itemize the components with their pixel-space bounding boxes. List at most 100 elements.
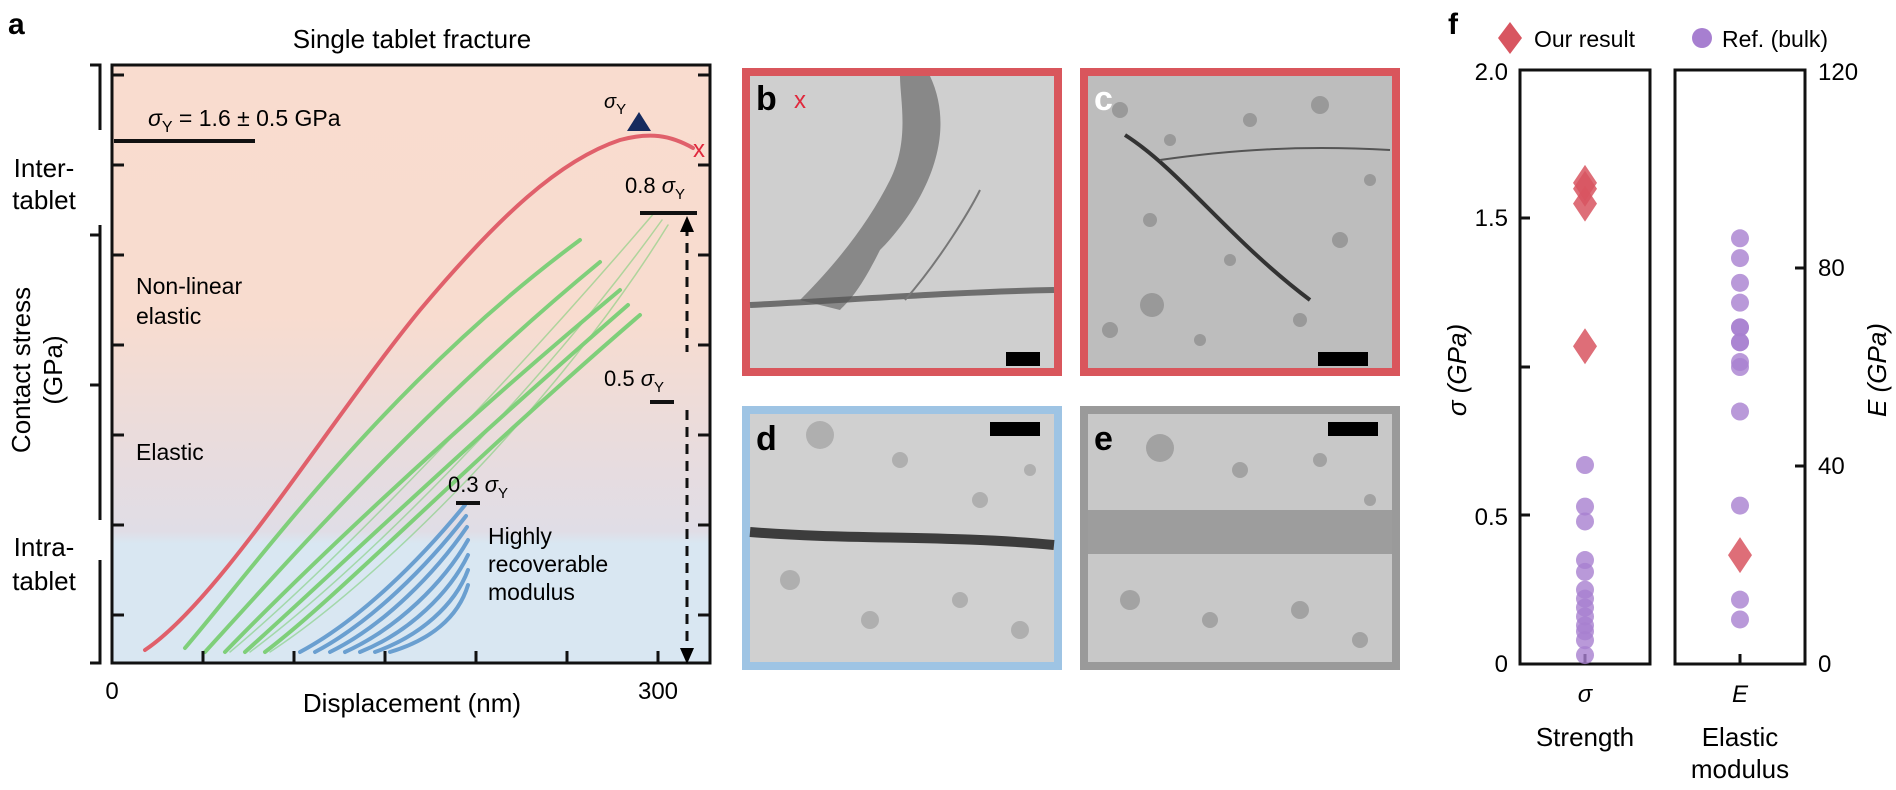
reference-point bbox=[1731, 333, 1749, 352]
strength-xtick: σ bbox=[1578, 681, 1594, 708]
panel-a-frame bbox=[110, 63, 712, 665]
reference-point bbox=[1731, 590, 1749, 609]
green-unload-2 bbox=[249, 219, 663, 653]
green-cycle-5 bbox=[263, 313, 642, 654]
region-nonlinear-1: Non-linear bbox=[136, 273, 242, 299]
panel-f-letter: f bbox=[1448, 8, 1459, 41]
blue-cycle-4 bbox=[343, 538, 470, 654]
x-axis-label: Displacement (nm) bbox=[303, 688, 521, 718]
panel-c-crack-2 bbox=[1159, 147, 1391, 161]
legend-diamond-icon bbox=[1498, 22, 1522, 54]
reference-point bbox=[1576, 497, 1594, 516]
panel-e-texture bbox=[1120, 434, 1376, 648]
panel-c-image bbox=[1088, 76, 1392, 368]
region-elastic: Elastic bbox=[136, 439, 204, 465]
panel-b-crack-2 bbox=[904, 189, 981, 301]
green-cycles bbox=[183, 211, 669, 654]
blue-cycle-3 bbox=[328, 525, 469, 654]
panel-a: a Single tablet fracture bbox=[6, 8, 712, 718]
green-unload-3 bbox=[269, 224, 669, 653]
reference-point bbox=[1731, 273, 1749, 292]
reference-point bbox=[1576, 631, 1594, 650]
our-result-point bbox=[1573, 328, 1597, 365]
panel-b-defect bbox=[800, 76, 941, 310]
blue-cycle-2 bbox=[313, 514, 468, 654]
panel-e-scalebar bbox=[1328, 422, 1378, 436]
x-tick-0: 0 bbox=[105, 678, 118, 705]
panel-d-scalebar bbox=[990, 422, 1040, 436]
reference-point bbox=[1731, 358, 1749, 376]
level-05-label: 0.5 σY bbox=[604, 366, 664, 396]
sigma-y-marker-label: σY bbox=[604, 91, 626, 118]
panel-c-texture bbox=[1102, 96, 1376, 346]
blue-cycle-7 bbox=[388, 583, 470, 654]
scatter-marks bbox=[1573, 164, 1752, 665]
legend-reference: Ref. (bulk) bbox=[1722, 26, 1828, 52]
tem-panels: b x c d bbox=[742, 68, 1400, 670]
inter-label-2: tablet bbox=[12, 185, 76, 215]
left-tick-0: 0 bbox=[1495, 651, 1508, 678]
intra-label-2: tablet bbox=[12, 566, 76, 596]
x-tick-300: 300 bbox=[638, 678, 678, 705]
y-axis-label-1: Contact stress bbox=[6, 287, 36, 453]
level-08-label: 0.8 σY bbox=[625, 173, 685, 203]
right-tick-120: 120 bbox=[1818, 59, 1858, 86]
blue-cycle-1 bbox=[298, 503, 467, 654]
right-tick-0: 0 bbox=[1818, 651, 1831, 678]
blue-cycles bbox=[298, 503, 470, 654]
reference-point bbox=[1731, 610, 1749, 629]
panel-f: f Our result Ref. (bulk) 2.0 1.5 0.5 0 1… bbox=[1442, 8, 1892, 784]
right-tick-80: 80 bbox=[1818, 255, 1845, 282]
region-nonlinear-2: elastic bbox=[136, 303, 201, 329]
sigma-y-value: σY = 1.6 ± 0.5 GPa bbox=[148, 105, 341, 136]
plot-background bbox=[112, 65, 710, 663]
legend-circle-icon bbox=[1692, 28, 1712, 48]
region-recoverable-3: modulus bbox=[488, 579, 575, 605]
our-result-point bbox=[1728, 537, 1752, 574]
level-03-label: 0.3 σY bbox=[448, 472, 508, 502]
left-brackets bbox=[90, 63, 102, 665]
panel-e-letter: e bbox=[1094, 420, 1113, 458]
reference-point bbox=[1576, 646, 1594, 665]
curves bbox=[143, 133, 695, 654]
region-recoverable-2: recoverable bbox=[488, 551, 608, 577]
reference-point bbox=[1731, 318, 1749, 337]
reference-point bbox=[1576, 512, 1594, 531]
modulus-label-1: Elastic bbox=[1702, 722, 1779, 752]
arrow-up-icon bbox=[680, 216, 694, 232]
inter-label-1: Inter- bbox=[14, 153, 75, 183]
region-recoverable-1: Highly bbox=[488, 523, 552, 549]
panel-d-texture bbox=[780, 421, 1036, 639]
green-unload-1 bbox=[229, 211, 656, 653]
blue-cycle-5 bbox=[358, 553, 470, 654]
panel-d-letter: d bbox=[756, 420, 777, 458]
yield-point-marker bbox=[627, 112, 651, 131]
panel-b-crack bbox=[749, 287, 1055, 308]
strength-label: Strength bbox=[1536, 722, 1634, 752]
panel-b-scalebar bbox=[1006, 352, 1040, 366]
reference-point bbox=[1731, 229, 1749, 248]
modulus-xtick: E bbox=[1732, 681, 1749, 708]
left-tick-15: 1.5 bbox=[1475, 205, 1508, 232]
panel-b-letter: b bbox=[756, 80, 777, 118]
modulus-label-2: modulus bbox=[1691, 754, 1789, 784]
right-axis-label: E (GPa) bbox=[1862, 323, 1892, 417]
reference-point bbox=[1731, 249, 1749, 268]
green-cycle-1 bbox=[183, 238, 582, 650]
panel-e-interface bbox=[1088, 510, 1392, 554]
panel-a-letter: a bbox=[8, 8, 25, 41]
panel-c-letter: c bbox=[1094, 80, 1113, 118]
panel-d-interface bbox=[749, 527, 1055, 550]
green-cycle-3 bbox=[223, 288, 622, 654]
panel-c-crack bbox=[1123, 133, 1312, 302]
left-tick-2: 2.0 bbox=[1475, 59, 1508, 86]
our-result-point bbox=[1573, 164, 1597, 201]
fracture-marker: x bbox=[693, 136, 705, 163]
legend-our-result: Our result bbox=[1534, 26, 1636, 52]
panel-b-marker: x bbox=[794, 87, 806, 114]
panel-a-ticks bbox=[110, 73, 710, 663]
arrow-down-icon bbox=[680, 648, 694, 664]
left-axis-label: σ (GPa) bbox=[1442, 324, 1472, 416]
y-axis-label-2: (GPa) bbox=[38, 335, 68, 404]
panel-a-title: Single tablet fracture bbox=[293, 24, 531, 54]
